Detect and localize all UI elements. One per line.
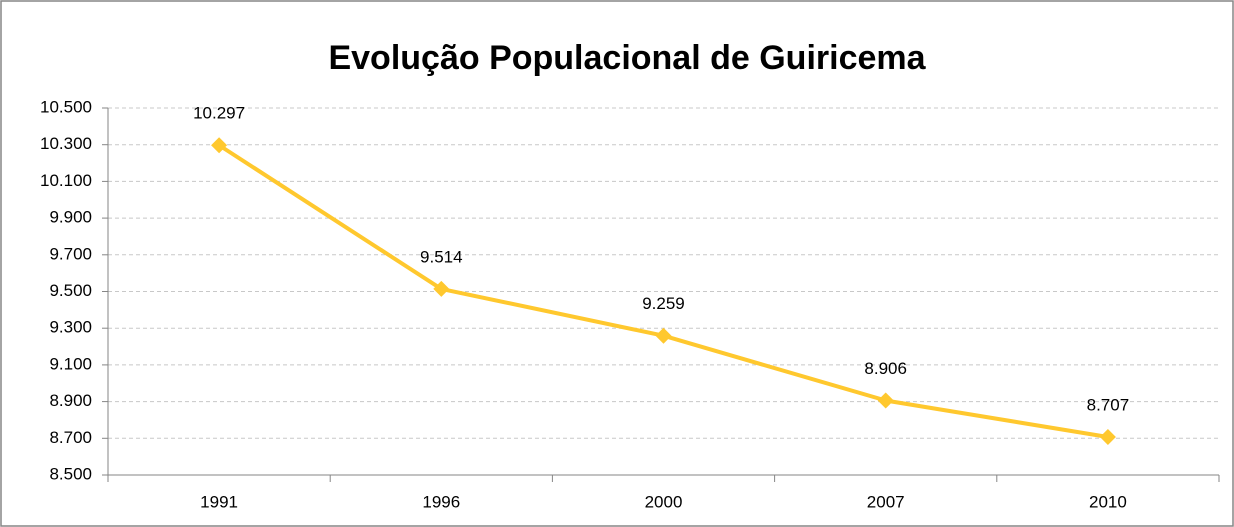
x-tick-label: 1991 [200, 492, 238, 511]
data-label: 10.297 [193, 104, 245, 123]
x-tick-label: 1996 [422, 492, 460, 511]
y-tick-label: 9.500 [49, 281, 92, 300]
data-label: 8.707 [1087, 395, 1130, 414]
y-tick-label: 9.100 [49, 354, 92, 373]
y-tick-label: 8.500 [49, 464, 92, 483]
y-tick-label: 10.100 [40, 171, 92, 190]
y-tick-label: 10.500 [40, 97, 92, 116]
marker [655, 327, 672, 344]
y-tick-label: 9.700 [49, 244, 92, 263]
y-tick-label: 9.900 [49, 208, 92, 227]
data-label: 9.259 [642, 294, 685, 313]
marker [877, 392, 894, 409]
chart-title: Evolução Populacional de Guiricema [328, 39, 926, 77]
data-label: 8.906 [864, 359, 907, 378]
y-tick-label: 9.300 [49, 318, 92, 337]
x-tick-label: 2010 [1089, 492, 1127, 511]
y-tick-label: 10.300 [40, 134, 92, 153]
marker [211, 137, 228, 154]
marker [1099, 429, 1116, 446]
x-tick-label: 2007 [867, 492, 905, 511]
data-label: 9.514 [420, 247, 463, 266]
x-tick-label: 2000 [645, 492, 683, 511]
y-tick-label: 8.700 [49, 428, 92, 447]
marker [433, 280, 450, 297]
y-tick-label: 8.900 [49, 391, 92, 410]
